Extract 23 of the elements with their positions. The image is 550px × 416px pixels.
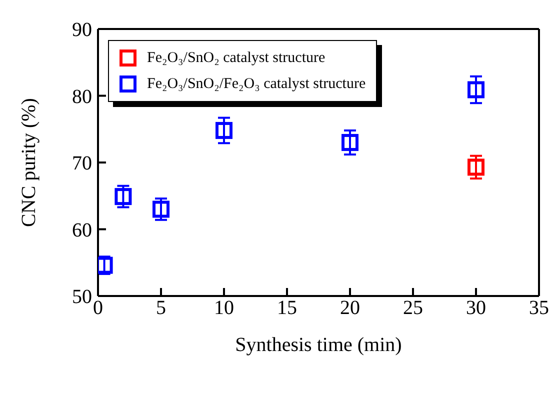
x-tick-label: 10 [214, 297, 234, 320]
legend-label: Fe₂O₃/SnO₂/Fe₂O₃ catalyst structure [147, 75, 366, 94]
x-tick-label: 25 [403, 297, 423, 320]
point [216, 122, 232, 139]
y-tick-label: 60 [72, 219, 92, 242]
point [114, 188, 132, 206]
y-tick-label: 80 [72, 86, 92, 108]
x-tick-label: 30 [466, 297, 486, 320]
point [342, 134, 358, 151]
x-tick-label: 15 [277, 297, 297, 320]
y-axis-title: CNC purity (%) [18, 98, 40, 227]
x-tick-label: 0 [93, 297, 103, 320]
x-tick-label: 20 [340, 297, 360, 320]
x-axis-title: Synthesis time (min) [235, 334, 402, 356]
x-tick-label: 35 [529, 297, 549, 320]
point [468, 81, 484, 98]
legend-label: Fe₂O₃/SnO₂ catalyst structure [147, 49, 326, 68]
x-tick-label: 5 [156, 297, 166, 320]
point [468, 158, 484, 176]
y-tick-label: 50 [72, 286, 92, 308]
point [152, 200, 170, 218]
y-tick-label: 90 [72, 19, 92, 42]
y-tick-label: 70 [72, 152, 92, 175]
